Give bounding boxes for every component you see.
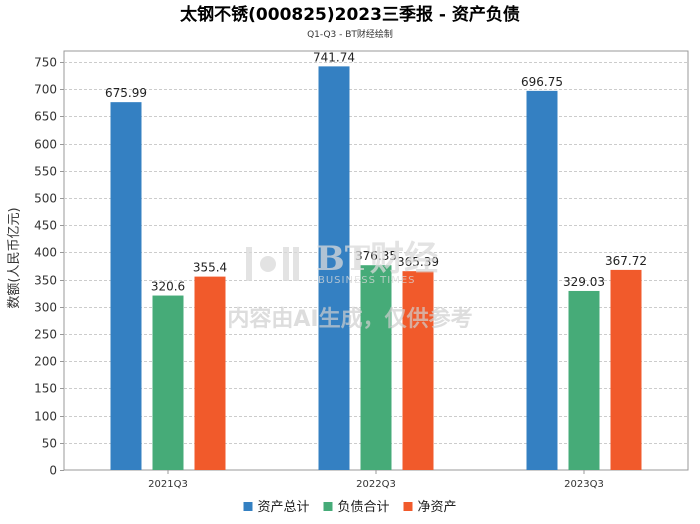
bt-logo-icon	[246, 247, 299, 281]
bar-2023Q3-资产总计	[526, 90, 558, 471]
y-tick-label: 450	[34, 219, 57, 233]
y-tick-label: 50	[42, 437, 57, 451]
bar-2021Q3-负债合计	[152, 295, 184, 470]
data-labels: 675.99 320.6 355.4 741.74 376.35 365.39 696.75…	[105, 50, 647, 293]
bar-2023Q3-净资产	[610, 269, 642, 470]
chart-subtitle: Q1-Q3 - BT财经绘制	[307, 28, 393, 40]
y-tick-label: 500	[34, 192, 57, 206]
legend-swatch	[403, 502, 413, 511]
watermark-notice: 内容由AI生成，仅供参考	[227, 306, 472, 332]
y-tick-label: 350	[34, 274, 57, 288]
watermark-brand-sub: BUSINESS TIMES	[318, 275, 416, 286]
x-tick-label: 2022Q3	[356, 479, 396, 490]
data-label: 320.6	[151, 280, 185, 294]
bars	[110, 66, 642, 471]
y-tick-label: 400	[34, 246, 57, 260]
y-axis-ticks: 0 50 100 150 200 250 300 350 400 450 500 550 600 650 7…	[34, 56, 64, 478]
data-label: 696.75	[521, 75, 563, 89]
y-tick-label: 750	[34, 56, 57, 70]
bar-2022Q3-净资产	[402, 271, 434, 470]
legend-label: 净资产	[418, 500, 457, 515]
chart-title: 太钢不锈(000825)2023三季报 - 资产负债	[180, 4, 520, 25]
legend-label: 负债合计	[338, 500, 390, 515]
x-tick-label: 2023Q3	[564, 479, 604, 490]
y-tick-label: 700	[34, 83, 57, 97]
bar-2021Q3-资产总计	[110, 102, 142, 470]
y-tick-label: 0	[49, 464, 57, 478]
data-label: 376.35	[355, 249, 397, 263]
data-label: 675.99	[105, 86, 147, 100]
bar-2022Q3-负债合计	[360, 265, 392, 470]
data-label: 367.72	[605, 254, 647, 268]
watermark-brand: BT财经	[316, 239, 438, 279]
data-label: 365.39	[397, 255, 439, 269]
y-tick-label: 200	[34, 355, 57, 369]
bar-2023Q3-负债合计	[568, 290, 600, 470]
y-axis-label: 数额(人民币亿元)	[7, 207, 22, 308]
bar-2022Q3-资产总计	[318, 66, 350, 471]
y-tick-label: 150	[34, 382, 57, 396]
legend-swatch	[323, 502, 333, 511]
legend-swatch	[243, 502, 253, 511]
y-tick-label: 600	[34, 138, 57, 152]
x-tick-label: 2021Q3	[148, 479, 188, 490]
bar-2021Q3-净资产	[194, 276, 226, 470]
data-label: 355.4	[193, 261, 227, 275]
y-tick-label: 650	[34, 110, 57, 124]
watermark: BT财经 BUSINESS TIMES 内容由AI生成，仅供参考	[227, 239, 472, 332]
y-tick-label: 300	[34, 301, 57, 315]
data-label: 329.03	[563, 275, 605, 289]
legend-label: 资产总计	[258, 500, 310, 515]
legend: 资产总计 负债合计 净资产	[243, 500, 457, 515]
x-axis-ticks: 2021Q3 2022Q3 2023Q3	[148, 470, 604, 490]
y-tick-label: 250	[34, 328, 57, 342]
data-label: 741.74	[313, 50, 355, 64]
y-tick-label: 550	[34, 165, 57, 179]
y-tick-label: 100	[34, 410, 57, 424]
